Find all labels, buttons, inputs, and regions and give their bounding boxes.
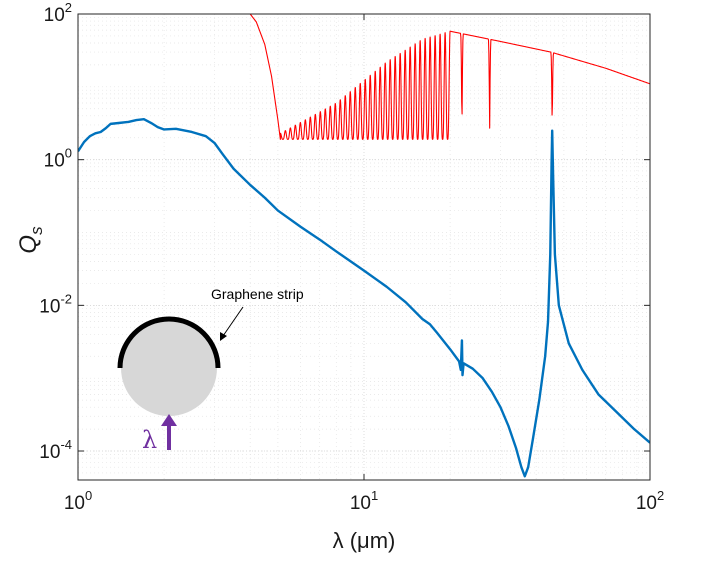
series-blue-line [78,117,650,478]
y-tick-label: 100 [44,146,72,172]
incident-arrow-head [161,414,177,426]
inset-illustration: Graphene strip λ [117,286,304,454]
y-axis-label-subscript: s [27,226,46,235]
graphene-strip-label: Graphene strip [211,286,304,302]
y-axis-label-main: Q [15,235,42,254]
y-tick-label: 10-2 [39,291,72,317]
graphene-strip-arc [117,316,221,369]
y-tick-labels: 10-4 10-2 100 102 [39,0,72,463]
annotation-arrow-line [222,306,244,337]
y-axis-label: Qs [15,226,46,254]
x-tick-label: 100 [64,488,92,514]
inset-lambda-label: λ [142,426,157,454]
x-tick-label: 101 [350,488,378,514]
x-tick-label: 102 [636,488,664,514]
axis-ticks [77,13,651,480]
annotation-arrow-head [220,332,227,341]
x-tick-labels: 100 101 102 [64,488,664,514]
y-tick-label: 10-4 [39,437,72,463]
y-tick-label: 102 [44,0,72,26]
inset-particle [121,320,217,416]
svg-text:Qs: Qs [15,226,46,254]
series-layer [78,14,650,478]
x-axis-label: λ (μm) [333,528,396,553]
series-red-line [249,14,650,140]
